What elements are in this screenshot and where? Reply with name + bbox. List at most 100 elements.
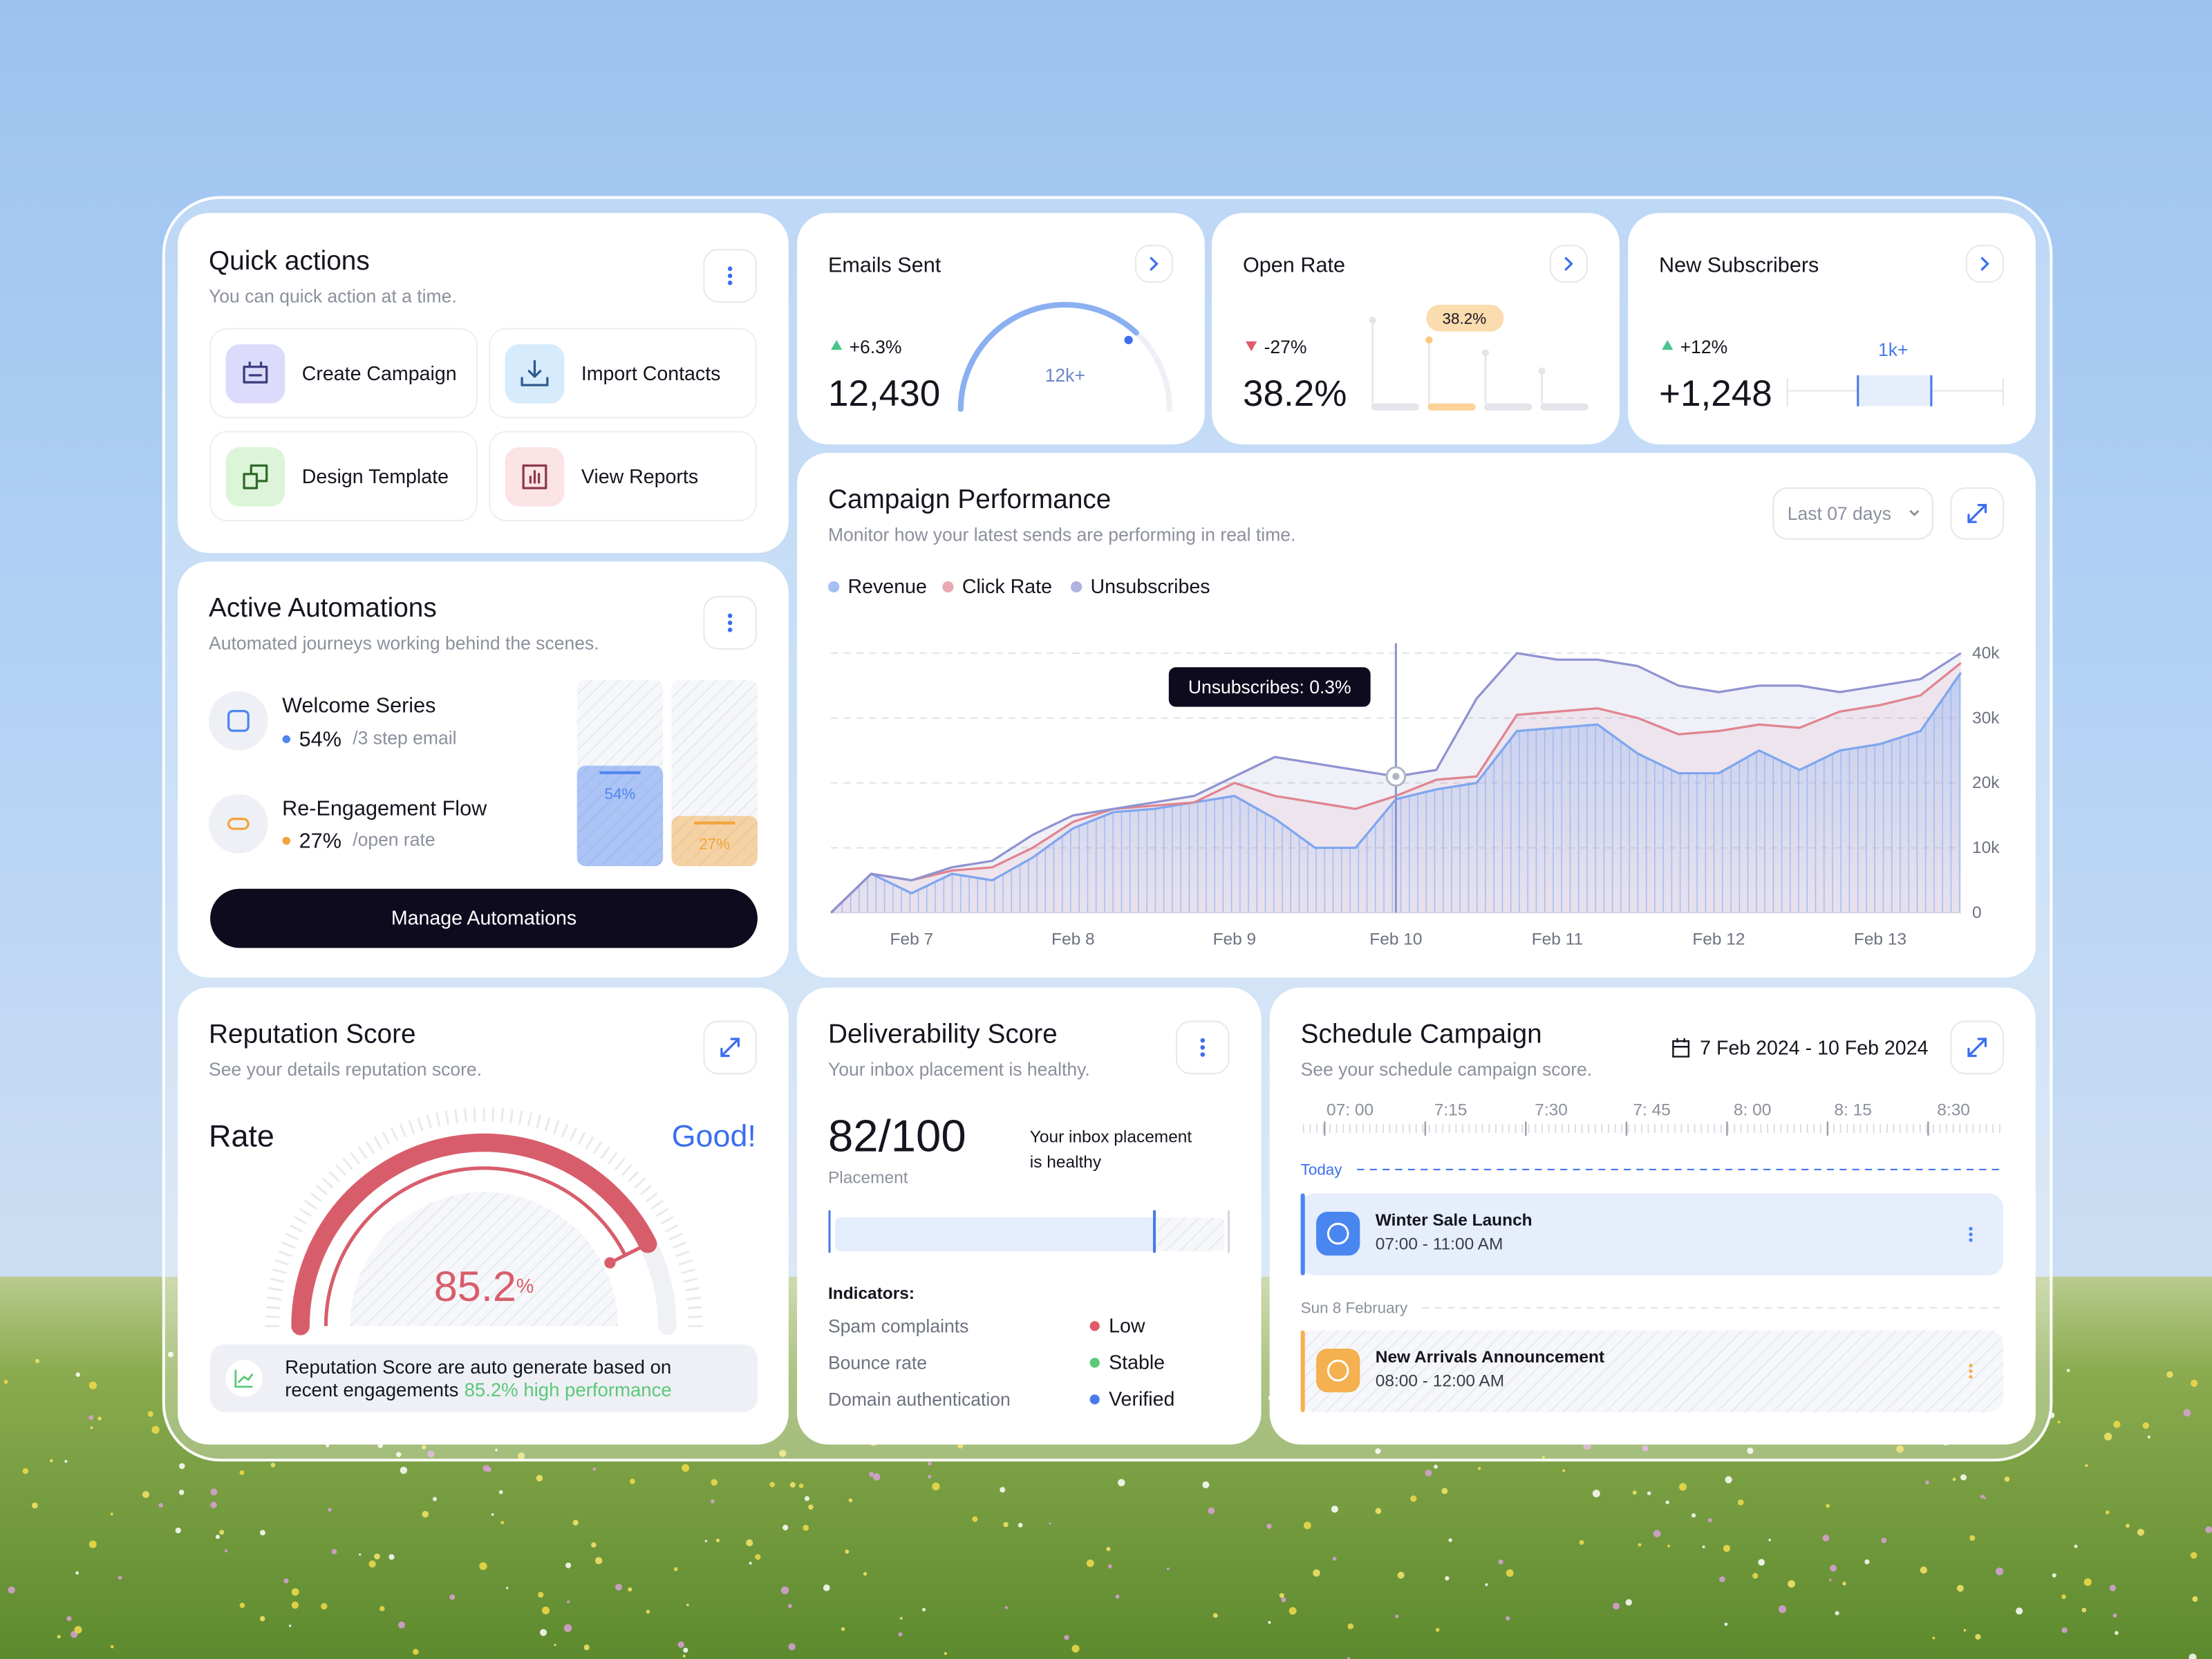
flower	[1896, 1445, 1904, 1453]
event[interactable]: Winter Sale Launch 07:00 - 11:00 AM	[1300, 1193, 2003, 1275]
score-value: 85.2	[434, 1263, 516, 1310]
flower	[1960, 1474, 1967, 1481]
manage-button[interactable]: Manage Automations	[210, 888, 758, 948]
stat-change: +12%	[1680, 337, 1728, 357]
flower	[928, 1461, 932, 1466]
gauge-tick	[315, 1184, 328, 1196]
flower	[1208, 1507, 1215, 1515]
gauge-tick	[274, 1259, 290, 1266]
flower	[554, 1643, 556, 1647]
gauge-needle	[609, 1242, 649, 1265]
flower	[1107, 1564, 1112, 1568]
menu-button[interactable]	[703, 249, 757, 303]
card-title: Campaign Performance	[828, 485, 1111, 514]
gauge-tick	[500, 1108, 505, 1123]
event-menu-dot	[1969, 1238, 1973, 1242]
flower	[1788, 1580, 1796, 1588]
expand-button[interactable]	[703, 1020, 757, 1075]
flower	[491, 1513, 494, 1516]
arrow-button[interactable]	[1134, 245, 1173, 283]
card-title: Schedule Campaign	[1301, 1019, 1542, 1049]
flower	[368, 1560, 376, 1568]
flower	[1653, 1530, 1661, 1537]
event[interactable]: New Arrivals Announcement 08:00 - 12:00 A…	[1300, 1330, 2003, 1412]
gauge-tick	[491, 1107, 495, 1122]
gauge-tick	[289, 1224, 303, 1233]
gauge-tick	[561, 1123, 569, 1138]
menu-dot	[727, 266, 733, 272]
menu-button[interactable]	[1176, 1020, 1230, 1075]
flower	[479, 1562, 487, 1571]
flower	[789, 1482, 796, 1488]
button-frame	[1965, 245, 2004, 283]
event-glyph	[1327, 1359, 1349, 1382]
quick-action[interactable]: Create Campaign	[209, 328, 478, 419]
expand-button[interactable]	[1950, 1020, 2004, 1075]
flower	[803, 1524, 809, 1531]
flower	[1747, 1447, 1754, 1454]
event-menu-dot	[1969, 1232, 1973, 1237]
arrow-button[interactable]	[1549, 245, 1588, 283]
flower	[536, 1474, 543, 1482]
flower	[1332, 1557, 1337, 1561]
flower	[591, 1542, 597, 1548]
button-frame	[1134, 245, 1173, 283]
lollipop-head	[1481, 349, 1490, 357]
flower	[210, 1501, 217, 1508]
flower	[1592, 1490, 1600, 1498]
expand-button[interactable]	[1950, 487, 2004, 540]
flower	[927, 1474, 932, 1479]
gauge-tick	[592, 1141, 603, 1154]
flower	[863, 1572, 868, 1576]
gauge-tick	[268, 1286, 283, 1292]
flower	[1826, 1503, 1830, 1508]
calendar-icon	[1672, 1038, 1690, 1058]
day-label: Sun 8 February	[1301, 1299, 1408, 1316]
flower	[1983, 1497, 1987, 1499]
gauge-tick	[678, 1259, 693, 1266]
event-menu-dot	[1969, 1369, 1973, 1374]
flower	[110, 1644, 114, 1649]
flower	[1665, 1500, 1669, 1505]
note-highlight: 85.2% high performance	[465, 1379, 672, 1400]
flower	[1625, 1599, 1632, 1606]
flower	[175, 1527, 182, 1534]
event-title: Winter Sale Launch	[1376, 1211, 1533, 1230]
flower	[755, 1554, 761, 1560]
gauge-arc	[291, 1133, 657, 1335]
gauge-inner	[350, 1192, 618, 1327]
flower	[1562, 1469, 1566, 1472]
flower	[2016, 1607, 2023, 1615]
flower	[291, 1601, 299, 1609]
flower	[2104, 1432, 2112, 1441]
range-dropdown[interactable]: Last 07 days	[1772, 487, 1933, 540]
menu-dot	[1200, 1045, 1206, 1050]
flower	[331, 1549, 337, 1555]
dropdown-chevron	[1909, 509, 1920, 516]
time-label: 8: 15	[1834, 1101, 1871, 1120]
gauge-tick	[628, 1170, 639, 1183]
arrow-button[interactable]	[1965, 245, 2004, 283]
gauge-tick	[621, 1164, 632, 1177]
flower	[1018, 1522, 1023, 1528]
menu-button[interactable]	[703, 596, 757, 650]
flower	[1725, 1476, 1732, 1483]
flower	[1638, 1543, 1642, 1547]
flower	[1071, 1644, 1080, 1653]
flower	[2126, 1524, 2130, 1528]
tooltip	[1168, 667, 1371, 707]
menu-dot	[727, 627, 733, 632]
stat-title: New Subscribers	[1659, 254, 1819, 277]
flower	[1969, 1535, 1976, 1541]
quick-action[interactable]: View Reports	[489, 431, 757, 522]
flower	[1441, 1488, 1448, 1494]
lollipop-head	[1425, 336, 1433, 344]
flower	[1266, 1524, 1272, 1529]
flower	[1541, 1456, 1545, 1459]
quick-action[interactable]: Design Template	[209, 431, 478, 522]
x-tick-label: Feb 11	[1532, 930, 1583, 949]
quick-action[interactable]: Import Contacts	[489, 328, 757, 419]
event-border	[1300, 1193, 1305, 1275]
flower	[567, 1600, 570, 1604]
